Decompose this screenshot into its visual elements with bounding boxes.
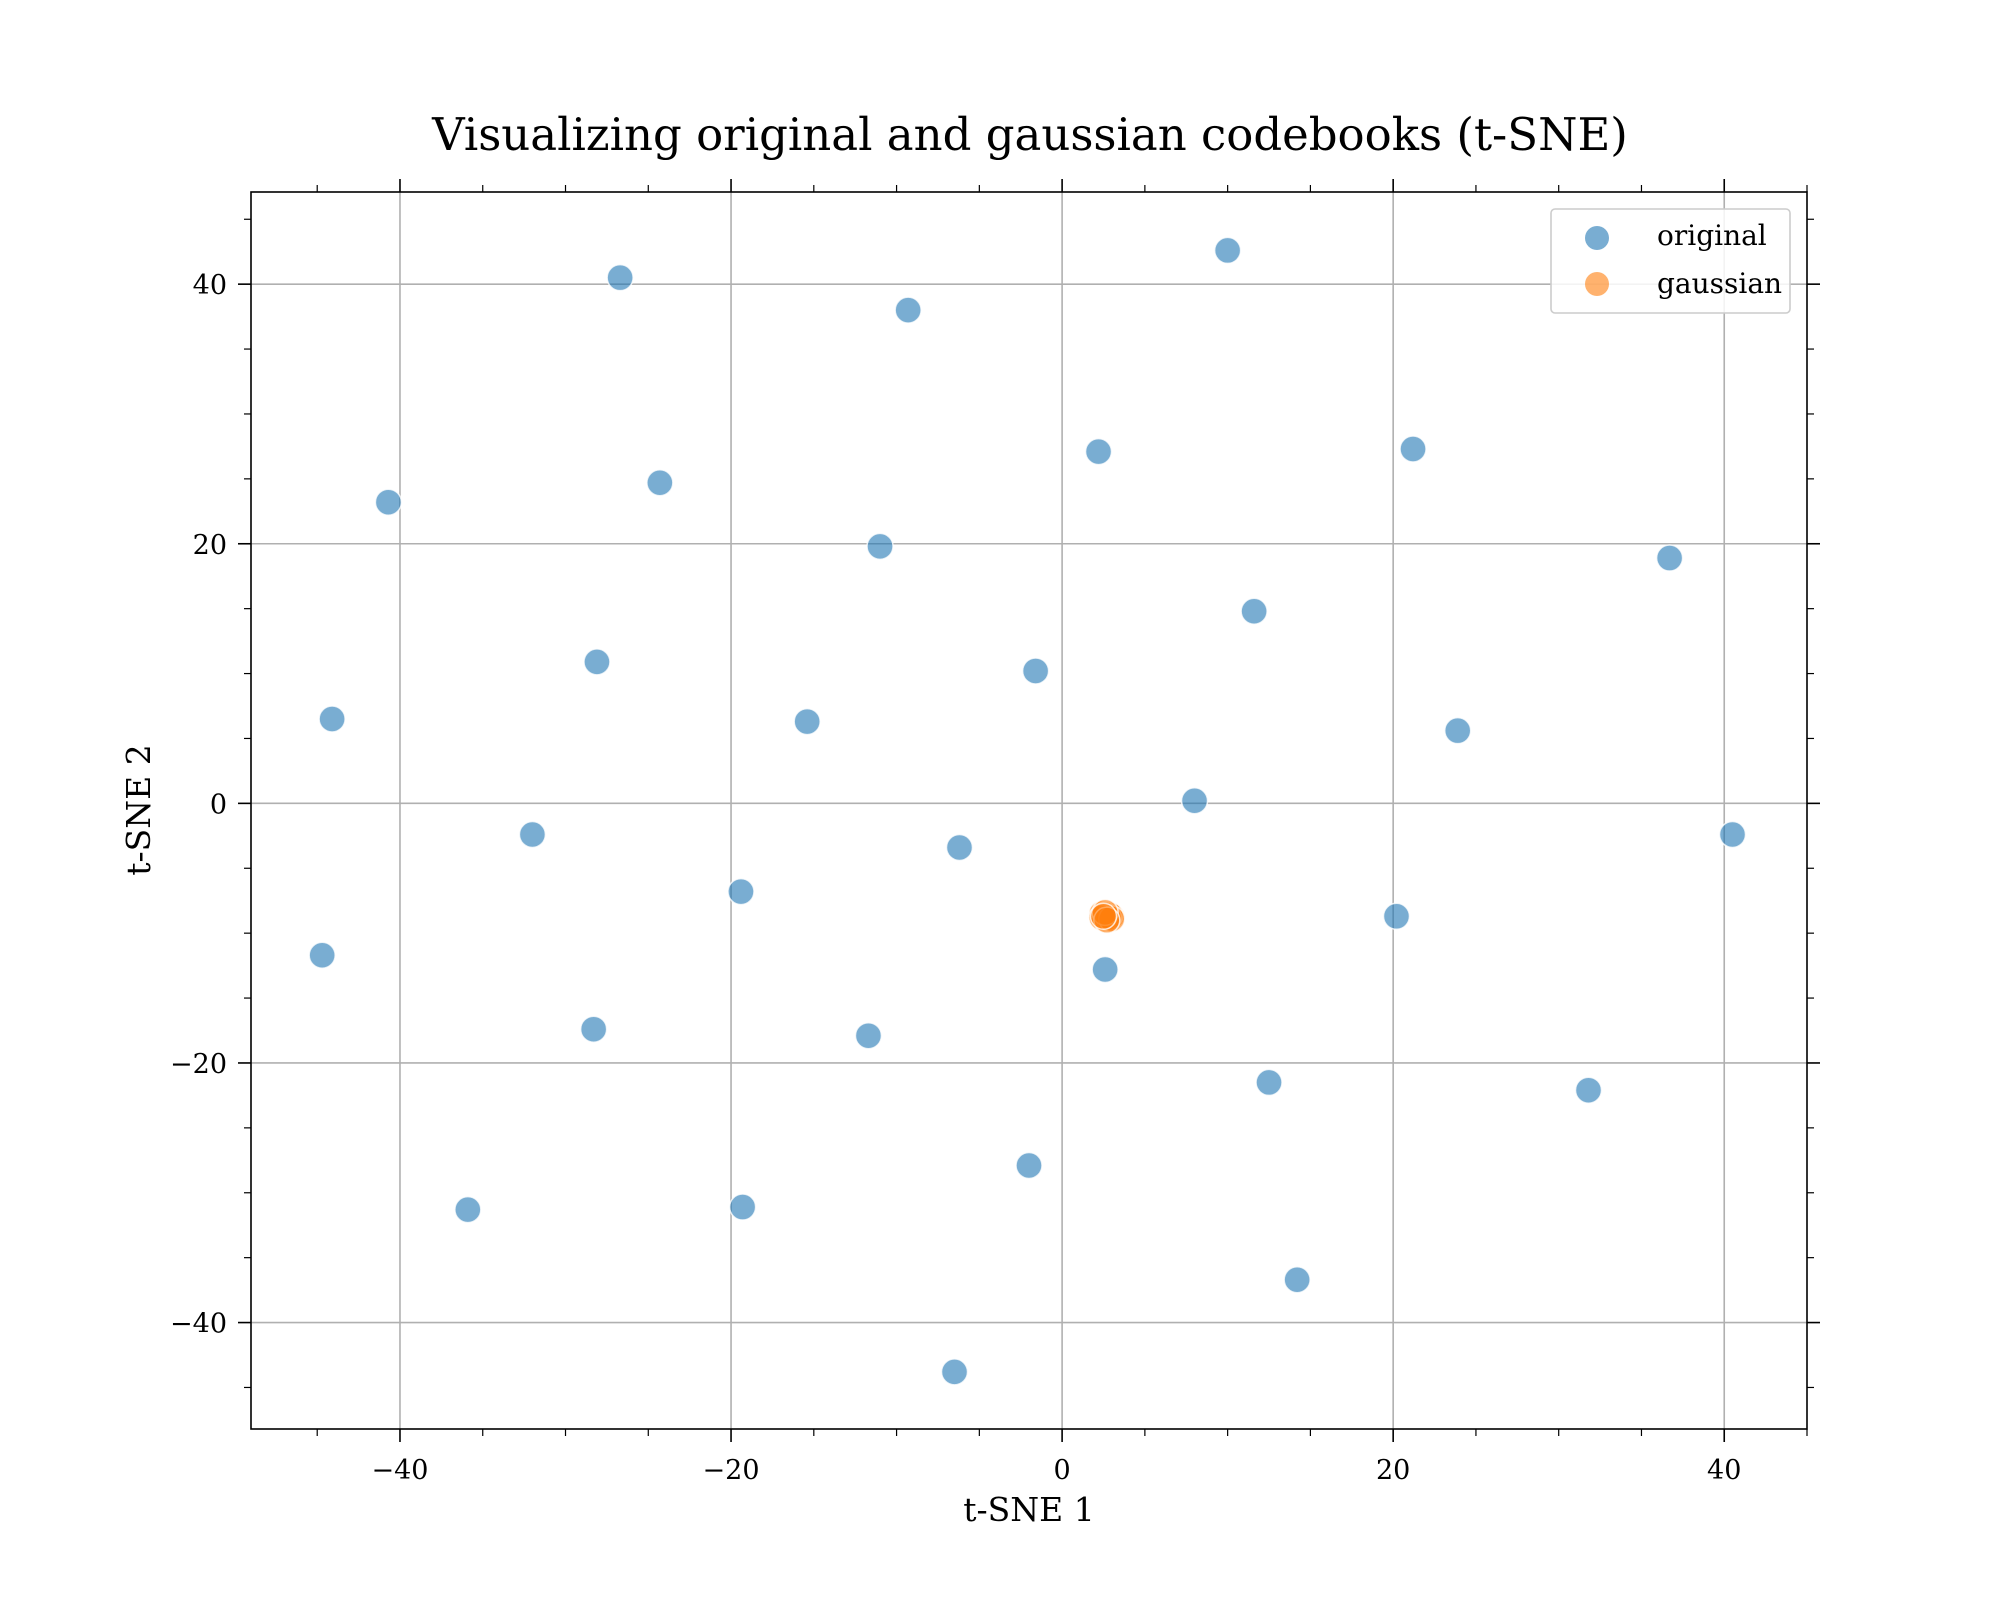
point-original xyxy=(1180,787,1209,815)
point-original xyxy=(793,707,821,736)
point-original xyxy=(1655,544,1684,572)
point-original xyxy=(728,1193,757,1221)
y-tick-label: −40 xyxy=(170,1309,227,1340)
point-original xyxy=(454,1195,482,1224)
point-original xyxy=(940,1358,969,1386)
x-axis-label: t-SNE 1 xyxy=(963,1490,1094,1529)
point-original xyxy=(1443,716,1472,745)
plot-frame xyxy=(250,191,1808,1430)
point-original xyxy=(606,263,634,292)
y-tick-label: −20 xyxy=(170,1049,227,1080)
x-tick-label: −20 xyxy=(703,1455,760,1486)
point-original xyxy=(579,1015,608,1043)
point-original xyxy=(866,532,894,561)
x-tick-label: 20 xyxy=(1376,1455,1410,1486)
point-original xyxy=(374,488,403,516)
series-original xyxy=(308,236,1747,1386)
point-original xyxy=(727,877,755,906)
series-gaussian xyxy=(1088,898,1126,934)
y-tick-label: 40 xyxy=(193,270,227,301)
legend-label-gaussian: gaussian xyxy=(1657,267,1782,300)
point-original xyxy=(1283,1265,1311,1294)
point-original xyxy=(518,820,547,849)
legend: original gaussian xyxy=(1550,208,1791,314)
tick-labels: −40 −20 0 20 40 −40 −20 0 20 40 xyxy=(170,270,1741,1486)
point-original xyxy=(308,941,336,969)
x-tick-label: −40 xyxy=(371,1455,428,1486)
point-original xyxy=(1084,437,1113,466)
legend-marker-gaussian xyxy=(1585,272,1609,296)
legend-marker-original xyxy=(1585,226,1609,250)
point-original xyxy=(1015,1151,1043,1180)
point-original xyxy=(1213,236,1242,265)
point-original xyxy=(1382,902,1411,931)
axis-ticks xyxy=(238,179,1820,1442)
point-original xyxy=(945,833,974,862)
point-original xyxy=(1240,597,1268,626)
y-tick-label: 0 xyxy=(210,789,227,820)
chart-title: Visualizing original and gaussian codebo… xyxy=(431,108,1628,161)
point-gaussian xyxy=(1089,902,1118,931)
data-points xyxy=(308,236,1747,1386)
x-tick-label: 40 xyxy=(1707,1455,1741,1486)
y-axis-label: t-SNE 2 xyxy=(119,744,158,875)
point-original xyxy=(894,296,922,324)
legend-frame xyxy=(1550,208,1791,314)
point-original xyxy=(583,648,611,676)
point-original xyxy=(854,1021,883,1050)
grid xyxy=(251,192,1807,1429)
y-tick-label: 20 xyxy=(193,530,227,561)
point-original xyxy=(1091,955,1119,984)
point-original xyxy=(1574,1076,1603,1104)
point-original xyxy=(1255,1068,1283,1097)
point-original xyxy=(646,469,674,497)
point-original xyxy=(318,705,346,733)
legend-label-original: original xyxy=(1657,219,1767,252)
point-original xyxy=(1399,435,1427,463)
point-original xyxy=(1021,657,1050,685)
point-original xyxy=(1718,820,1747,849)
x-tick-label: 0 xyxy=(1054,1455,1071,1486)
